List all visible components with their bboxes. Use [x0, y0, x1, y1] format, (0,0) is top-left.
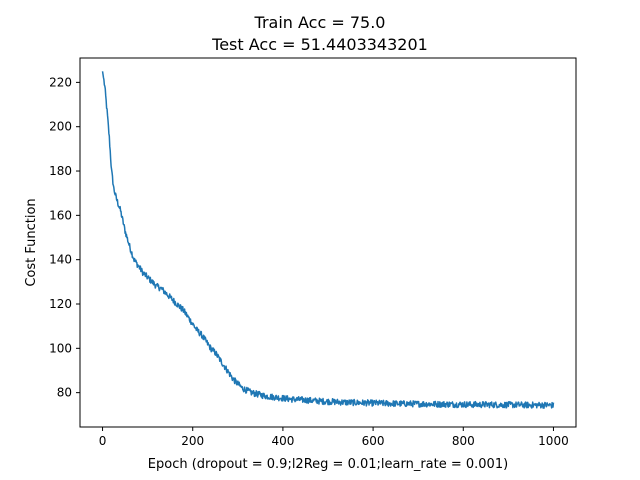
- plot-frame: [79, 57, 577, 428]
- y-tick-label-2: 120: [49, 297, 72, 311]
- y-axis-label: Cost Function: [24, 198, 39, 286]
- series-line-0: [101, 71, 555, 409]
- chart-title-line-1: Train Acc = 75.0: [254, 13, 386, 32]
- x-tick-label-4: 800: [452, 434, 475, 448]
- y-tick-label-1: 100: [49, 341, 72, 355]
- y-tick-label-0: 80: [57, 386, 72, 400]
- x-tick-label-1: 200: [181, 434, 204, 448]
- x-axis-ticks: 0 200 400 600 800 1000: [99, 427, 569, 448]
- x-tick-label-0: 0: [99, 434, 107, 448]
- y-tick-label-4: 160: [49, 208, 72, 222]
- y-tick-label-3: 140: [49, 253, 72, 267]
- y-tick-label-7: 220: [49, 75, 72, 89]
- chart-title-line-2: Test Acc = 51.4403343201: [211, 35, 428, 54]
- x-tick-label-3: 600: [362, 434, 385, 448]
- plot-line-layer: [101, 71, 555, 409]
- y-tick-label-6: 200: [49, 120, 72, 134]
- y-axis-ticks: 80 100 120 140 160 180 200 220: [49, 75, 80, 400]
- x-tick-label-2: 400: [271, 434, 294, 448]
- x-tick-label-5: 1000: [538, 434, 569, 448]
- x-axis-label: Epoch (dropout = 0.9;l2Reg = 0.01;learn_…: [148, 457, 508, 472]
- y-tick-label-5: 180: [49, 164, 72, 178]
